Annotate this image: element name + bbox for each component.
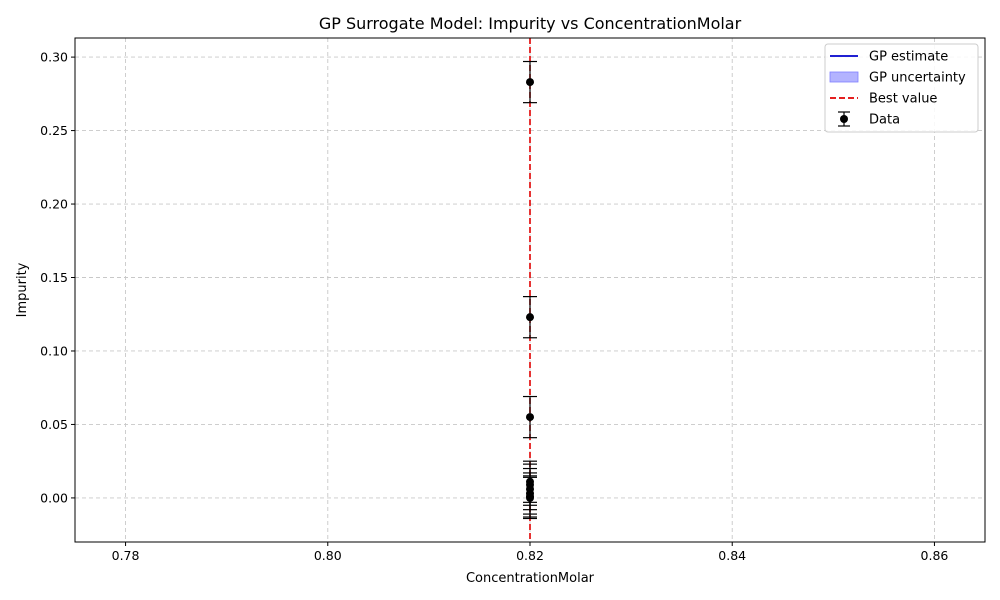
y-axis-label: Impurity bbox=[15, 262, 30, 317]
y-tick-label: 0.10 bbox=[40, 343, 68, 358]
legend-label: GP estimate bbox=[869, 50, 948, 65]
legend-label: Best value bbox=[869, 92, 937, 107]
ticks: 0.78 0.80 0.82 0.84 0.86 0.00 0.05 0.10 0.15 0.20… bbox=[40, 50, 948, 563]
y-tick-label: 0.00 bbox=[40, 490, 68, 505]
legend-box bbox=[824, 43, 979, 133]
data-point bbox=[526, 493, 534, 502]
y-tick-label: 0.25 bbox=[40, 123, 68, 138]
chart-title: GP Surrogate Model: Impurity vs Concentr… bbox=[319, 14, 742, 33]
legend: GP estimate GP uncertainty Best value Data bbox=[824, 43, 979, 133]
data-layer bbox=[523, 60, 537, 520]
legend-swatch-patch bbox=[829, 71, 859, 83]
legend-label: Data bbox=[869, 113, 900, 128]
x-tick-label: 0.78 bbox=[112, 548, 140, 563]
x-tick-label: 0.80 bbox=[314, 548, 342, 563]
x-tick-label: 0.84 bbox=[718, 548, 746, 563]
legend-label: GP uncertainty bbox=[869, 71, 966, 86]
x-tick-label: 0.86 bbox=[921, 548, 949, 563]
legend-swatch-point bbox=[840, 115, 848, 123]
y-tick-label: 0.15 bbox=[40, 270, 68, 285]
y-tick-label: 0.05 bbox=[40, 417, 68, 432]
y-tick-label: 0.30 bbox=[40, 50, 68, 65]
x-axis-label: ConcentrationMolar bbox=[466, 571, 595, 586]
data-point bbox=[526, 313, 534, 322]
x-tick-label: 0.82 bbox=[516, 548, 544, 563]
data-point bbox=[526, 413, 534, 422]
data-point bbox=[526, 78, 534, 87]
y-tick-label: 0.20 bbox=[40, 197, 68, 212]
